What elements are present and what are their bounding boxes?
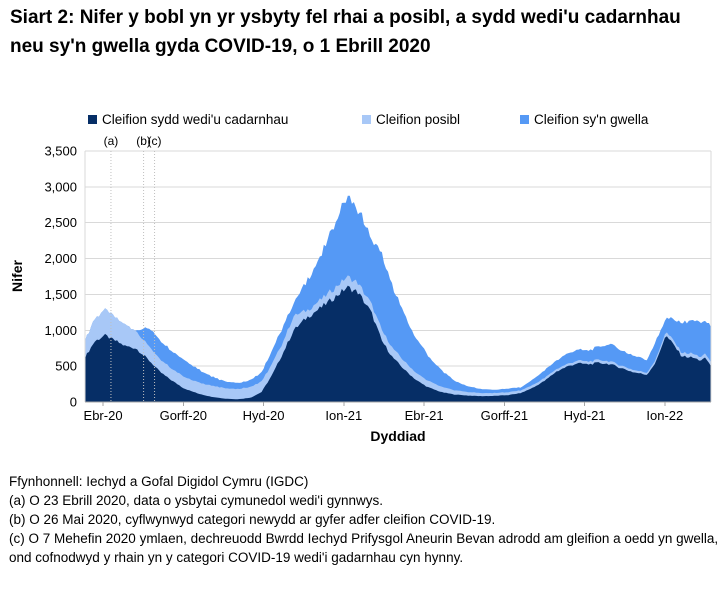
footnote-a: (a) O 23 Ebrill 2020, data o ysbytai cym… xyxy=(9,493,384,509)
possible-swatch xyxy=(362,115,371,124)
y-tick-label: 2,500 xyxy=(44,215,77,230)
x-tick-label: Gorff-21 xyxy=(481,408,528,423)
y-tick-label: 1,500 xyxy=(44,287,77,302)
legend-label: Cleifion sy'n gwella xyxy=(534,112,649,127)
footnote-c: (c) O 7 Mehefin 2020 ymlaen, dechreuodd … xyxy=(9,531,719,566)
y-tick-label: 0 xyxy=(70,395,77,410)
x-tick-label: Ebr-20 xyxy=(84,408,123,423)
footnote-b: (b) O 26 Mai 2020, cyflwynwyd categori n… xyxy=(9,512,496,528)
source-note: Ffynhonnell: Iechyd a Gofal Digidol Cymr… xyxy=(9,474,309,489)
legend-label: Cleifion sydd wedi'u cadarnhau xyxy=(102,112,289,127)
y-tick-label: 3,000 xyxy=(44,179,77,194)
annotation-label: (a) xyxy=(103,134,119,148)
y-tick-label: 1,000 xyxy=(44,323,77,338)
y-tick-label: 500 xyxy=(55,359,77,374)
x-tick-label: Ebr-21 xyxy=(405,408,444,423)
x-tick-label: Hyd-20 xyxy=(243,408,285,423)
annotation-label: (c) xyxy=(147,134,162,148)
x-tick-label: Ion-21 xyxy=(325,408,362,423)
annotation-label: (b) xyxy=(136,134,151,148)
legend-item-cadarnhau: Cleifion sydd wedi'u cadarnhau xyxy=(88,112,288,127)
recovering-swatch xyxy=(520,115,529,124)
y-tick-label: 2,000 xyxy=(44,251,77,266)
area-cadarnhau xyxy=(85,285,711,402)
chart-legend: Cleifion sydd wedi'u cadarnhau Cleifion … xyxy=(0,112,727,130)
x-tick-label: Hyd-21 xyxy=(564,408,606,423)
page-title: Siart 2: Nifer y bobl yn yr ysbyty fel r… xyxy=(10,7,681,57)
chart-area: Cleifion sydd wedi'u cadarnhau Cleifion … xyxy=(0,106,727,466)
footnotes: Ffynhonnell: Iechyd a Gofal Digidol Cymr… xyxy=(9,472,721,567)
y-axis-title: Nifer xyxy=(9,260,25,292)
legend-item-gwella: Cleifion sy'n gwella xyxy=(520,112,648,127)
x-axis-title: Dyddiad xyxy=(370,428,426,444)
x-tick-label: Gorff-20 xyxy=(160,408,207,423)
y-tick-label: 3,500 xyxy=(44,144,77,159)
plot-svg: 0 500 1,000 1,500 2,000 2,500 3,000 3,500 Ebr-20… xyxy=(44,144,712,423)
legend-label: Cleifion posibl xyxy=(376,112,461,127)
confirmed-swatch xyxy=(88,115,97,124)
area-gwella xyxy=(85,195,711,402)
x-tick-label: Ion-22 xyxy=(646,408,683,423)
legend-item-posibl: Cleifion posibl xyxy=(362,112,460,127)
